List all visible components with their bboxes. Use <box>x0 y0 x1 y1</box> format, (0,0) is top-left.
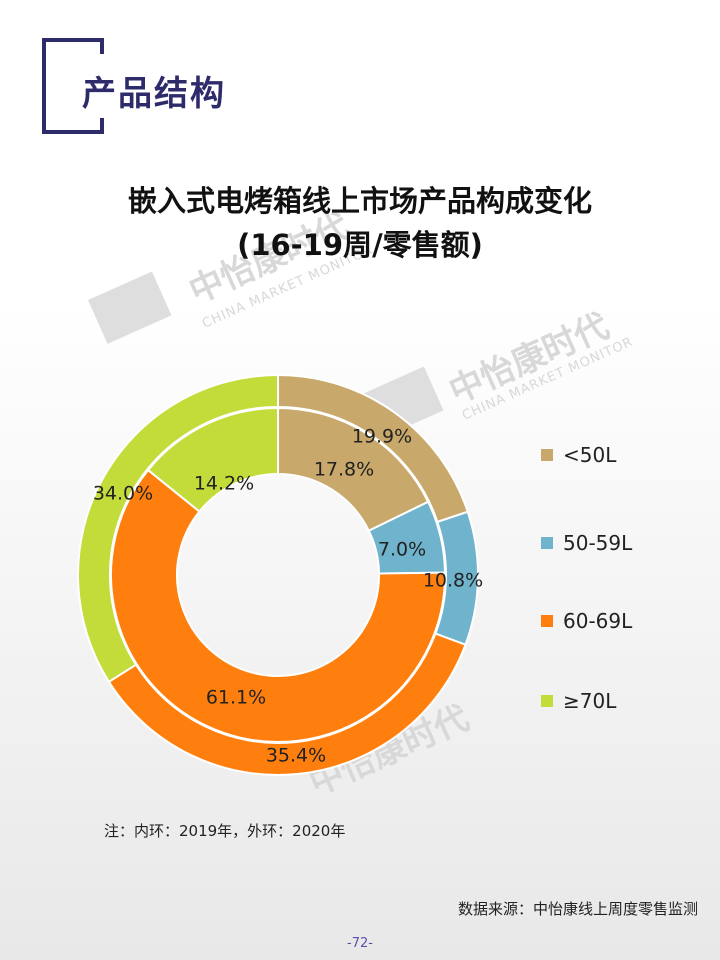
inner-ring-data-label-3: 14.2% <box>194 473 254 495</box>
header-bracket-tick-bottom <box>100 118 104 134</box>
inner-ring-slice-3 <box>146 406 279 513</box>
legend-item: 50-59L <box>541 528 691 558</box>
legend-item: ≥70L <box>541 686 691 716</box>
legend-label: 60-69L <box>563 609 633 633</box>
outer-ring-data-label-3: 34.0% <box>93 483 153 505</box>
chart-note: 注：内环：2019年，外环：2020年 <box>104 822 346 840</box>
chart-subtitle: (16-19周/零售额) <box>237 228 483 262</box>
page-number: -72- <box>347 936 373 951</box>
legend-swatch <box>541 449 553 461</box>
chart-title: 嵌入式电烤箱线上市场产品构成变化 <box>127 184 592 218</box>
inner-ring-data-label-0: 17.8% <box>314 459 374 481</box>
outer-ring-data-label-0: 19.9% <box>352 426 412 448</box>
legend-item: 60-69L <box>541 606 691 636</box>
legend-label: <50L <box>563 443 617 467</box>
legend-item: <50L <box>541 440 691 470</box>
header-bracket <box>42 38 100 134</box>
inner-ring-data-label-1: 7.0% <box>378 539 426 561</box>
outer-ring-data-label-2: 35.4% <box>266 745 326 767</box>
legend-swatch <box>541 537 553 549</box>
header-bracket-tick-top <box>100 38 104 54</box>
inner-ring-data-label-2: 61.1% <box>206 687 266 709</box>
legend-swatch <box>541 615 553 627</box>
page-title: 产品结构 <box>82 74 226 114</box>
data-source: 数据来源：中怡康线上周度零售监测 <box>457 900 698 918</box>
outer-ring-data-label-1: 10.8% <box>423 570 483 592</box>
inner-ring-slice-2 <box>110 468 446 743</box>
legend-label: ≥70L <box>563 689 617 713</box>
legend-label: 50-59L <box>563 531 633 555</box>
legend-swatch <box>541 695 553 707</box>
